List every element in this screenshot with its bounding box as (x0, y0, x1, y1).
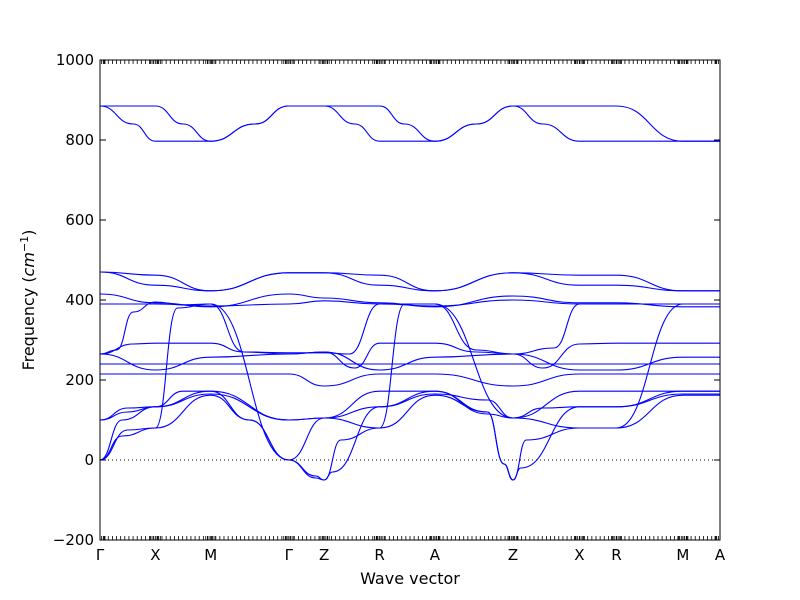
y-tick-label: 400 (65, 291, 94, 309)
y-tick-label: 600 (65, 211, 94, 229)
plot-frame (99, 59, 721, 541)
x-tick-label: A (715, 546, 726, 564)
band-line-0 (100, 105, 720, 142)
y-axis-label-unit: cm (19, 252, 38, 276)
x-tick-label: X (150, 546, 160, 564)
band-line-11 (99, 390, 720, 421)
band-line-6 (99, 301, 720, 355)
band-line-14 (99, 394, 720, 481)
x-tick-label: X (574, 546, 584, 564)
y-tick-label: 800 (65, 131, 94, 149)
band-line-3 (99, 271, 720, 292)
x-axis-label: Wave vector (360, 569, 460, 588)
x-tick-label: A (430, 546, 441, 564)
y-axis-label-prefix: Frequency ( (19, 276, 38, 370)
x-tick-label: Γ (285, 546, 294, 564)
x-tick-label: R (611, 546, 621, 564)
x-tick-label: Γ (96, 546, 105, 564)
x-tick-label: Z (319, 546, 329, 564)
band-line-10 (99, 373, 721, 387)
band-line-1 (99, 105, 720, 142)
y-tick-label: −200 (53, 531, 94, 549)
band-line-8 (99, 351, 720, 371)
band-line-13 (99, 390, 720, 481)
y-tick-label: 200 (65, 371, 94, 389)
y-tick-label: 0 (84, 451, 94, 469)
y-tick-label: 1000 (56, 51, 94, 69)
y-axis-label-suffix: ) (19, 230, 38, 236)
band-line-7 (99, 342, 720, 369)
y-axis-label: Frequency (cm−1) (18, 230, 38, 371)
band-lines (99, 105, 721, 481)
axes: −200 0 200 400 600 800 1000 Γ X M Γ Z R A Z X R M A (53, 51, 726, 564)
x-tick-label: Z (508, 546, 518, 564)
y-axis-label-exponent: −1 (18, 236, 31, 252)
x-tick-label: R (374, 546, 384, 564)
x-tick-label: M (676, 546, 689, 564)
band-line-15 (99, 303, 720, 461)
x-tick-label: M (204, 546, 217, 564)
